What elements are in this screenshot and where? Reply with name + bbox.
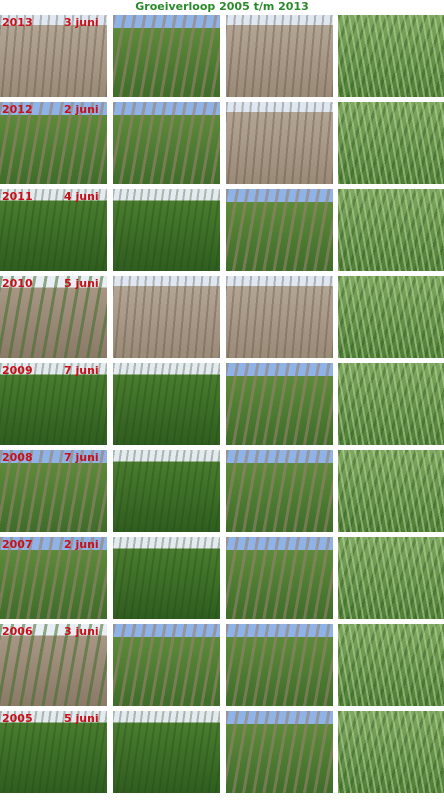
year-label: 2007 [2,538,33,551]
photo-row: 2010 5 juni [0,276,444,358]
photo [338,189,444,271]
photo [338,624,444,706]
photo [113,276,220,358]
year-label: 2010 [2,277,33,290]
photo [338,276,444,358]
photo-row: 2013 3 juni [0,15,444,97]
photo [0,450,107,532]
photo [0,363,107,445]
photo [226,15,333,97]
photo [338,363,444,445]
photo [113,624,220,706]
photo [0,276,107,358]
photo [0,624,107,706]
year-label: 2013 [2,16,33,29]
photo [338,537,444,619]
photo-row: 2005 5 juni [0,711,444,793]
date-label: 2 juni [64,538,99,551]
photo [113,363,220,445]
photo [0,711,107,793]
photo [338,102,444,184]
date-label: 4 juni [64,190,99,203]
photo [226,624,333,706]
photo [113,15,220,97]
photo [338,450,444,532]
date-label: 7 juni [64,364,99,377]
date-label: 2 juni [64,103,99,116]
photo [338,711,444,793]
photo [0,15,107,97]
photo [226,102,333,184]
photo [113,450,220,532]
year-label: 2009 [2,364,33,377]
photo [0,537,107,619]
photo [338,15,444,97]
photo-row: 2007 2 juni [0,537,444,619]
date-label: 3 juni [64,625,99,638]
photo [226,189,333,271]
photo-row: 2012 2 juni [0,102,444,184]
date-label: 7 juni [64,451,99,464]
photo [0,189,107,271]
photo [226,537,333,619]
photo-row: 2009 7 juni [0,363,444,445]
year-label: 2011 [2,190,33,203]
photo [226,711,333,793]
photo [113,102,220,184]
date-label: 3 juni [64,16,99,29]
photo-row: 2008 7 juni [0,450,444,532]
photo [226,276,333,358]
photo-row: 2006 3 juni [0,624,444,706]
year-label: 2005 [2,712,33,725]
date-label: 5 juni [64,277,99,290]
year-label: 2006 [2,625,33,638]
photo [113,537,220,619]
photo [113,189,220,271]
year-label: 2008 [2,451,33,464]
photo [113,711,220,793]
photo [226,363,333,445]
title: Groeiverloop 2005 t/m 2013 [135,0,309,13]
year-label: 2012 [2,103,33,116]
date-label: 5 juni [64,712,99,725]
photo [0,102,107,184]
photo-row: 2011 4 juni [0,189,444,271]
photo [226,450,333,532]
